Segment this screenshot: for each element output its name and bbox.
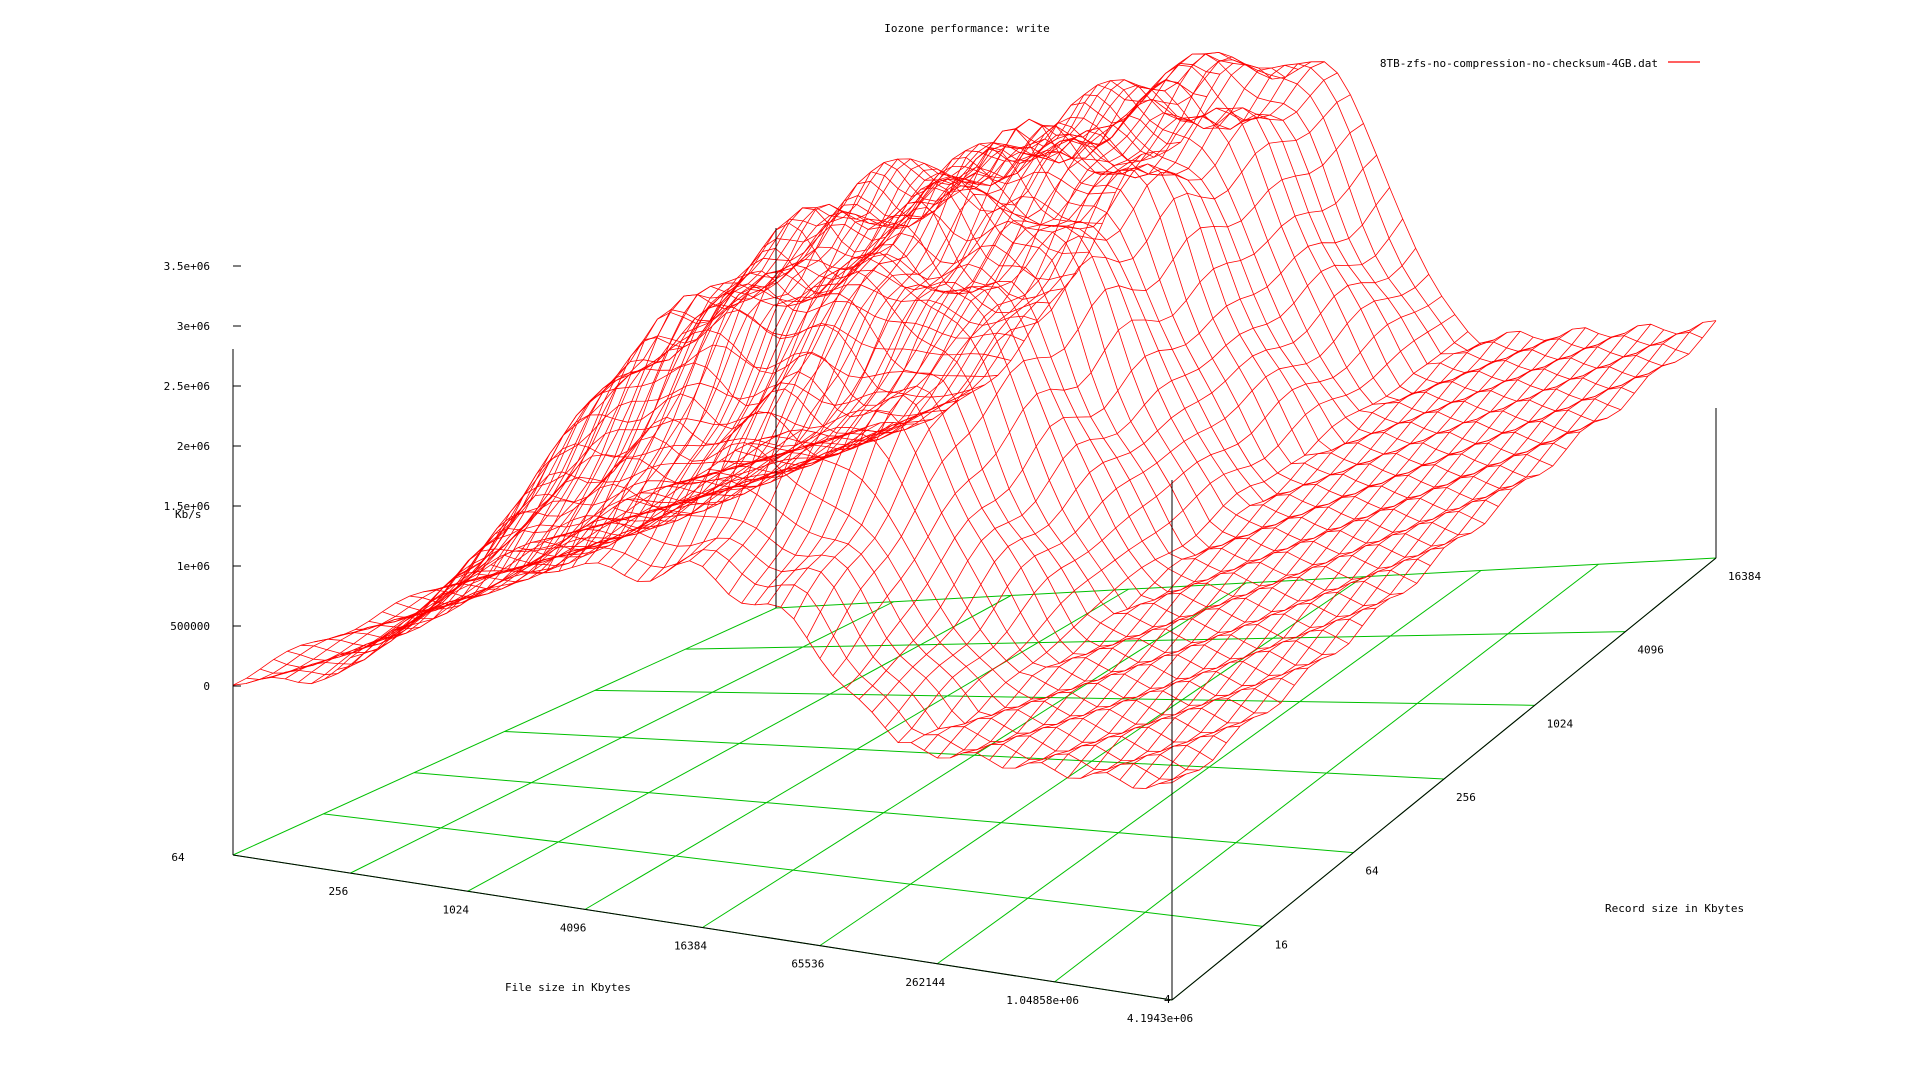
x-axis-label: File size in Kbytes [505,981,631,994]
x-tick-label: 256 [328,885,348,898]
surface-line-y [640,94,1581,501]
surface-line-y [762,59,1703,445]
surface-line-y [355,329,1295,687]
surface-line-y [572,118,1513,533]
surface-line-x [1067,337,1612,779]
surface-line-y [436,222,1377,618]
x-tick-label: 4096 [560,921,587,934]
x-axis-line [232,854,1173,1001]
surface-line-y [246,545,1186,780]
surface-line-x [676,62,1220,566]
surface-line-x [989,336,1534,761]
z-tick-label: 2.5e+06 [164,380,210,393]
surface-line-y [667,79,1608,488]
x-tick-label: 65536 [791,958,824,971]
x-tick-label: 262144 [905,976,945,989]
surface-line-y [490,178,1431,570]
axes: 0 500000 1e+06 1.5e+06 2e+06 2.5e+06 3e+06 3.5e… [164,228,1761,1025]
z-tick-label: 1e+06 [177,560,210,573]
z-tick-label: 3e+06 [177,320,210,333]
surface-line-y [450,207,1390,607]
base-grid-line-y [323,813,1263,927]
base-grid-line-y [685,631,1626,650]
surface-line-y [260,515,1200,771]
x-tick-label: 4.1943e+06 [1127,1012,1193,1025]
surface-line-x [1158,322,1704,784]
y-tick-label: 64 [1365,865,1379,878]
base-grid-line-y [775,557,1717,609]
z-tick-label: 0 [203,680,210,693]
surface-line-x [689,53,1233,562]
y-tick-label: 16384 [1728,570,1761,583]
surface-line-x [1132,333,1677,789]
surface-line-y [612,133,1553,515]
surface-line-y [518,180,1458,558]
base-grid [232,557,1717,1001]
surface-line-y [694,88,1635,478]
surface-line-y [273,483,1214,761]
surface-line-y [599,133,1540,521]
surface-line-y [775,61,1717,437]
surface-line-y [504,185,1445,564]
x-tick-label: 1.04858e+06 [1006,994,1079,1007]
surface-line-x [963,332,1508,754]
surface-line-y [626,116,1567,508]
surface-line-x [923,331,1469,751]
x-tick-label: 16384 [674,940,707,953]
surface-line-y [708,80,1649,472]
surface-line-y [531,162,1472,551]
y-tick-label: 4096 [1637,644,1664,657]
y-tick-label: 1024 [1547,717,1574,730]
base-grid-line-y [504,731,1445,780]
surface-line-y [463,200,1404,595]
y-tick-label: 4 [1164,993,1171,1006]
surface-line-y [368,304,1309,676]
x-tick-label: 1024 [443,903,470,916]
legend-label: 8TB-zfs-no-compression-no-checksum-4GB.d… [1380,57,1658,70]
surface-line-y [232,560,1173,789]
surface-line-x [1028,328,1573,764]
surface-line-x [493,270,1038,572]
chart-title: Iozone performance: write [884,22,1050,35]
surface-line-y [680,86,1621,484]
y-axis-line [1171,557,1717,1001]
surface-line-y [585,124,1526,527]
surface-line-y [748,51,1689,452]
surface-line-x [415,399,959,619]
surface-line-x [936,344,1482,759]
z-tick-label: 3.5e+06 [164,260,210,273]
surface-line-y [382,291,1322,666]
surface-line-x [311,432,855,685]
surface-line-y [735,53,1676,458]
z-axis-label: Kb/s [175,508,202,521]
surface-line-x [715,56,1260,581]
surface-line-y [341,362,1281,704]
y-tick-label: 256 [1456,791,1476,804]
surface-line-x [245,430,790,684]
z-tick-label: 500000 [170,620,210,633]
z-tick-label: 1.5e+06 [164,500,210,513]
surface-line-x [1119,329,1665,781]
y-axis-label: Record size in Kbytes [1605,902,1744,915]
surface-line-x [663,79,1207,575]
surface-line-y [477,182,1417,584]
surface-line-x [480,284,1025,572]
surface-line-y [395,268,1336,656]
surface-mesh [232,51,1717,789]
base-grid-line-y [594,689,1535,706]
surface-line-x [376,423,920,643]
z-tick-label: 2e+06 [177,440,210,453]
surface-line-y [314,411,1254,724]
base-grid-line-y [413,772,1354,854]
surface-line-x [871,248,1417,713]
surface-line-x [324,426,868,680]
y-tick-label: 16 [1275,938,1288,951]
x-tick-label: 64 [171,851,185,864]
surface-line-y [409,256,1349,645]
